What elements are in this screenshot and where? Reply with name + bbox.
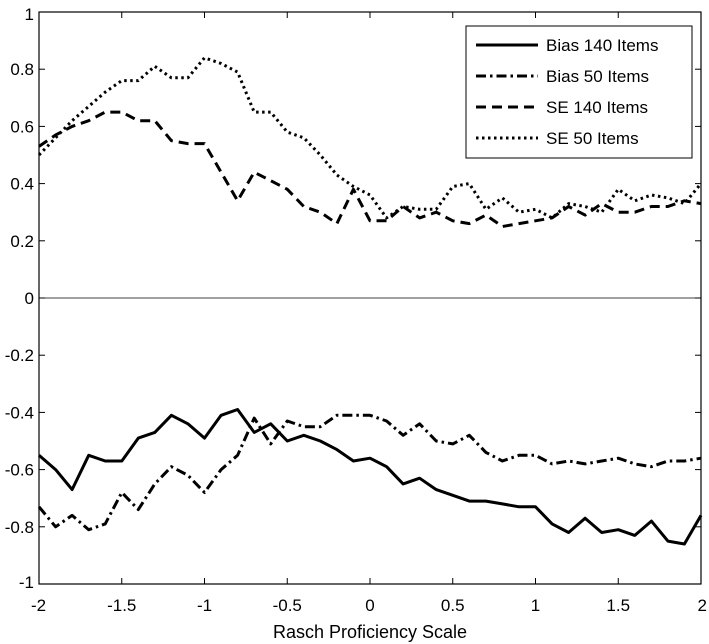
y-tick-label: 1: [25, 5, 34, 24]
y-tick-label: -0.2: [5, 346, 34, 365]
y-tick-label: 0.2: [10, 232, 34, 251]
series-line: [38, 110, 702, 228]
legend-label: Bias 140 Items: [546, 36, 658, 55]
plot-frame: [38, 11, 702, 585]
legend-label: SE 50 Items: [546, 129, 639, 148]
series-line: [38, 408, 703, 546]
series-layer: [37, 56, 703, 546]
legend-label: Bias 50 Items: [546, 67, 649, 86]
legend: Bias 140 Items Bias 50 Items SE 140 Items S…: [465, 25, 693, 159]
x-tick-label: -0.5: [273, 596, 302, 615]
y-tick-label: 0.6: [10, 117, 34, 136]
x-tick-label: -1.5: [107, 596, 136, 615]
y-tick-label: 0.4: [10, 175, 34, 194]
y-tick-label: 0.8: [10, 60, 34, 79]
y-tick-label: -0.6: [5, 461, 34, 480]
x-tick-label: -1: [197, 596, 212, 615]
y-tick-label: -0.8: [5, 518, 34, 537]
x-tick-label: 1: [531, 596, 540, 615]
y-tick-label: 0: [25, 289, 34, 308]
x-tick-label: -2: [31, 596, 46, 615]
legend-label: SE 140 Items: [546, 98, 648, 117]
series-line: [37, 413, 702, 532]
y-tick-label: -1: [19, 573, 34, 592]
labels-layer: -2 -1.5 -1 -0.5 0 0.5 1 1.5 2 1 0.8 0.6 0.4 0.2 0 -0.2 -…: [5, 5, 707, 615]
x-tick-label: 0.5: [441, 596, 465, 615]
legend-box: [465, 25, 693, 159]
x-axis-title: Rasch Proficiency Scale: [273, 622, 467, 642]
x-tick-label: 0: [365, 596, 374, 615]
x-tick-label: 1.5: [606, 596, 630, 615]
y-tick-label: -0.4: [5, 403, 34, 422]
x-tick-label: 2: [698, 596, 707, 615]
